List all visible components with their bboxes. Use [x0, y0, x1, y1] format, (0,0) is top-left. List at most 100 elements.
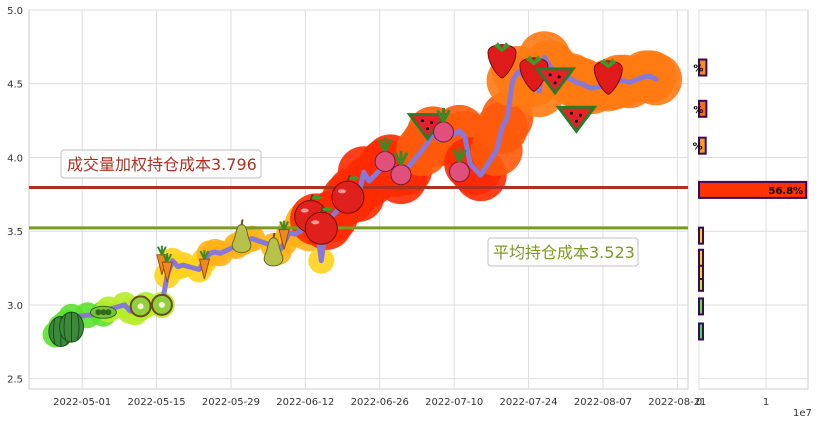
watermelon-slice-icon-part — [555, 105, 598, 134]
pear-icon-part — [231, 224, 252, 254]
kiwi-icon-part — [137, 303, 144, 310]
strawberry-icon — [487, 42, 517, 79]
radish-icon — [374, 137, 396, 172]
strawberry-icon-part — [494, 42, 510, 53]
pear-icon — [263, 232, 284, 267]
cost-bar — [698, 58, 708, 77]
strawberry-icon-part — [487, 44, 517, 79]
strawberry-icon-part — [525, 55, 542, 66]
side-x-tick-label: 1 — [763, 397, 769, 408]
radish-icon-part — [452, 147, 467, 163]
pea-pod-icon — [89, 305, 117, 319]
pear-icon-part — [240, 219, 244, 225]
carrot-icon — [198, 250, 211, 280]
cost-distribution-panel — [698, 9, 809, 390]
watermelon-slice-icon-part — [426, 127, 430, 131]
x-tick-label: 2022-06-26 — [351, 397, 409, 408]
radish-icon — [433, 108, 454, 143]
cost-bar-label: % — [693, 105, 703, 116]
radish-icon-part — [377, 137, 393, 153]
x-tick-label: 2022-07-10 — [425, 397, 483, 408]
y-tick-label: 2.5 — [7, 375, 23, 386]
cost-bar — [698, 99, 708, 118]
watermelon-slice-icon-part — [548, 73, 552, 77]
weighted-cost-label: 成交量加权持仓成本3.796 — [67, 155, 257, 174]
kiwi-icon — [150, 293, 173, 316]
apple-icon-part — [331, 180, 365, 214]
strawberry-icon-part — [519, 57, 549, 92]
watermelon-icon — [59, 311, 84, 343]
watermelon-slice-icon-part — [569, 111, 573, 115]
x-multiplier-label: 1e7 — [793, 408, 812, 419]
main-axis-ticks: 2.5 3.0 3.5 4.0 4.5 5.0 2022-05-01 2022-05-15 20… — [7, 6, 706, 408]
x-tick-label: 2022-08-21 — [648, 397, 706, 408]
average-cost-annotation: 平均持仓成本3.523 — [487, 237, 639, 267]
carrot-icon-part — [279, 220, 289, 231]
cost-bar-label: 56.8% — [768, 186, 803, 197]
kiwi-icon — [129, 295, 152, 318]
cost-bar-label: % — [693, 64, 703, 75]
carrot-icon — [156, 245, 168, 275]
apple-icon-part — [304, 211, 338, 245]
cost-distribution-bars: 56.8%%%% — [693, 58, 808, 341]
apple-icon — [331, 174, 365, 214]
side-x-tick-label: 0 — [696, 397, 702, 408]
cost-bar — [698, 180, 808, 199]
watermelon-slice-icon-part — [553, 81, 557, 85]
watermelon-slice-icon — [534, 67, 577, 96]
strawberry-icon-part — [600, 58, 617, 69]
average-cost-label: 平均持仓成本3.523 — [493, 243, 635, 262]
radish-icon-part — [449, 161, 470, 183]
watermelon-slice-icon-part — [557, 75, 561, 79]
cost-bar — [698, 226, 704, 245]
carrot-icon-part — [157, 245, 167, 256]
apple-icon-part — [322, 207, 333, 212]
radish-icon — [449, 147, 470, 183]
x-tick-label: 2022-05-15 — [127, 397, 185, 408]
cost-bar — [698, 136, 707, 155]
y-tick-label: 4.5 — [7, 80, 23, 91]
x-tick-label: 2022-05-29 — [202, 397, 260, 408]
pear-icon-part — [263, 237, 284, 267]
x-tick-label: 2022-06-12 — [276, 397, 334, 408]
cost-bar — [698, 322, 704, 341]
y-tick-label: 3.5 — [7, 227, 23, 238]
strawberry-icon — [593, 58, 623, 95]
carrot-icon — [161, 253, 173, 283]
x-tick-label: 2022-05-01 — [53, 397, 111, 408]
y-tick-label: 3.0 — [7, 301, 23, 312]
y-tick-label: 5.0 — [7, 6, 23, 17]
marker-layer — [48, 42, 623, 347]
apple-icon — [304, 205, 338, 245]
radish-icon-part — [393, 150, 409, 166]
radish-icon-part — [390, 164, 412, 186]
x-tick-label: 2022-07-24 — [500, 397, 558, 408]
watermelon-slice-icon-part — [574, 119, 578, 123]
strawberry-icon-part — [593, 60, 623, 95]
cost-bar — [698, 248, 704, 267]
watermelon-slice-icon-part — [430, 121, 434, 125]
apple-icon-part — [337, 189, 346, 194]
weighted-cost-annotation: 成交量加权持仓成本3.796 — [60, 149, 262, 179]
watermelon-slice-icon-part — [421, 119, 425, 123]
radish-icon — [390, 150, 412, 186]
pear-icon — [231, 219, 252, 254]
strawberry-icon — [519, 55, 549, 92]
watermelon-icon-part — [63, 312, 80, 343]
pea-pod-icon-part — [95, 309, 102, 316]
radish-icon-part — [433, 121, 454, 143]
watermelon-slice-icon — [555, 105, 598, 134]
carrot-icon — [278, 220, 290, 250]
apple-icon-part — [311, 220, 320, 225]
y-tick-label: 4.0 — [7, 153, 23, 164]
pea-pod-icon-part — [105, 309, 112, 316]
apple-icon-part — [311, 195, 322, 200]
pear-icon-part — [272, 232, 276, 239]
cost-bar — [698, 297, 704, 316]
watermelon-slice-icon-part — [534, 67, 577, 96]
radish-icon-part — [374, 151, 396, 172]
radish-icon-part — [436, 108, 451, 123]
x-tick-label: 2022-08-07 — [574, 397, 632, 408]
